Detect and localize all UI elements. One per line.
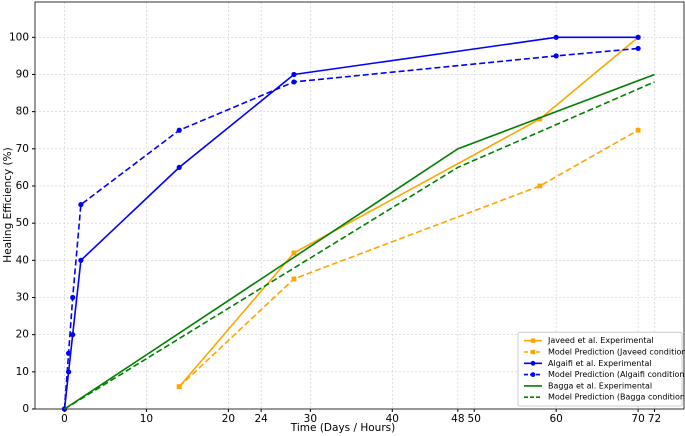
point (70, 294, 76, 301)
series-line (63, 47, 639, 410)
point (176, 127, 182, 133)
y-tick-label: 60 (16, 180, 29, 192)
legend-label: Model Prediction (Javeed conditions) (548, 348, 685, 357)
legend-label: Model Prediction (Algaifi conditions) (548, 370, 685, 379)
point (553, 34, 559, 40)
legend-marker (530, 360, 536, 366)
x-tick-label: 48 (451, 413, 464, 425)
point (176, 164, 182, 171)
point (78, 257, 84, 263)
point (635, 45, 641, 52)
legend-label: Javeed et al. Experimental (547, 336, 654, 345)
x-tick-label: 10 (140, 413, 153, 425)
point (291, 276, 297, 282)
plot-frame (34, 1, 685, 410)
point (635, 34, 641, 40)
legend-label: Model Prediction (Bagga conditions) (548, 393, 685, 402)
series-line (64, 73, 655, 410)
y-tick-label: 10 (16, 366, 29, 378)
legend-marker (530, 338, 536, 343)
y-tick-label: 40 (16, 254, 29, 266)
point (78, 201, 84, 208)
legend-marker (530, 372, 536, 377)
x-tick-label: 72 (648, 413, 661, 425)
y-tick-label: 20 (16, 329, 29, 341)
point (553, 53, 559, 59)
y-tick-label: 30 (16, 291, 29, 303)
x-tick-label: 70 (631, 413, 644, 425)
point (537, 116, 543, 122)
series-line (178, 129, 639, 388)
x-tick-label: 0 (61, 413, 68, 425)
y-tick-label: 80 (16, 106, 29, 118)
legend: Javeed et al. Experimental Model Predicti… (517, 331, 685, 407)
x-tick-label: 50 (468, 413, 481, 425)
point (537, 183, 543, 189)
y-axis-label: Healing Efficiency (%) (2, 147, 14, 262)
y-tick-label: 50 (16, 217, 29, 229)
x-tick-label: 60 (549, 413, 562, 425)
point (635, 127, 641, 133)
x-tick-label: 24 (254, 413, 268, 425)
series-line (64, 81, 655, 410)
point (65, 350, 72, 356)
x-tick-label: 40 (386, 413, 399, 425)
point (291, 79, 297, 85)
point (291, 71, 297, 78)
series-line (63, 36, 639, 410)
point (70, 332, 76, 338)
legend-label: Algaifi et al. Experimental (548, 359, 652, 368)
y-tick-label: 90 (16, 68, 29, 80)
x-axis-label: Time (Days / Hours) (290, 422, 395, 434)
y-tick-label: 0 (22, 403, 29, 415)
legend-marker (530, 349, 536, 355)
legend-box (517, 331, 683, 407)
legend-label: Bagga et al. Experimental (548, 381, 652, 390)
y-tick-label: 100 (9, 31, 29, 43)
x-tick-label: 30 (304, 413, 317, 425)
point (176, 384, 182, 390)
series-line (178, 36, 639, 388)
point (291, 250, 297, 256)
y-tick-label: 70 (16, 143, 29, 155)
x-tick-label: 20 (222, 413, 235, 425)
